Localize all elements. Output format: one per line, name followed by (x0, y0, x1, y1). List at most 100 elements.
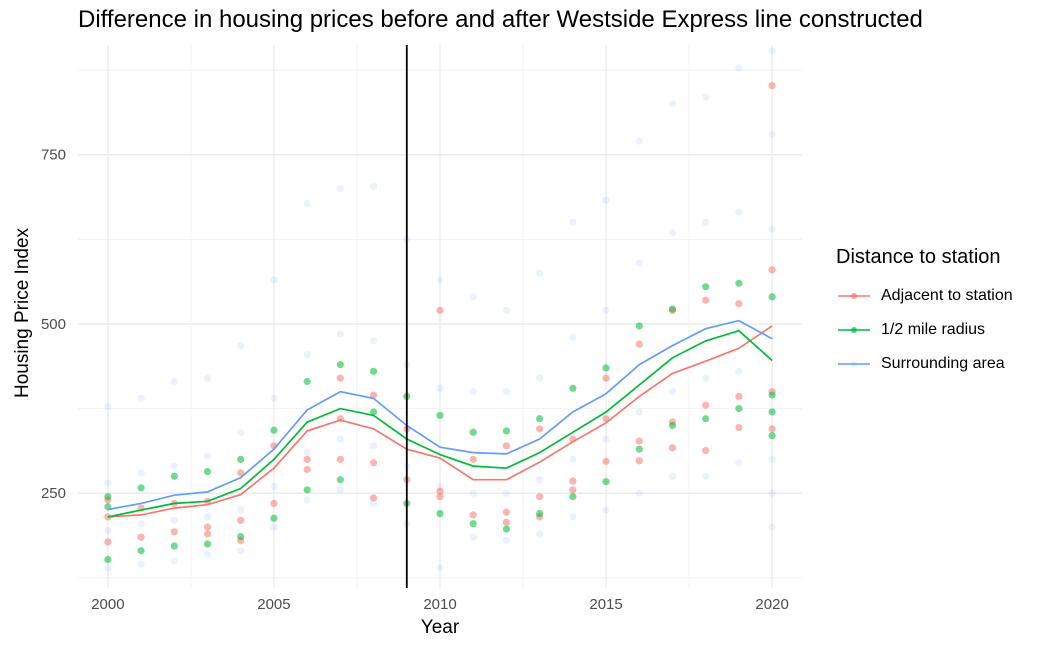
data-point (270, 523, 278, 531)
x-axis-title: Year (421, 617, 460, 638)
legend-item-adjacent: Adjacent to station (836, 279, 1013, 313)
data-point (369, 367, 378, 375)
data-point (203, 467, 212, 476)
data-point (203, 540, 212, 548)
data-point (469, 533, 477, 541)
data-point (469, 520, 477, 528)
data-point (104, 479, 112, 487)
data-point (735, 300, 743, 308)
data-point (502, 306, 511, 315)
data-point (104, 564, 112, 572)
data-point (369, 459, 378, 467)
x-tick-label: 2000 (91, 596, 124, 613)
data-point (702, 283, 710, 291)
data-point (536, 415, 544, 423)
data-point (635, 457, 643, 465)
data-point (469, 428, 477, 436)
data-point (768, 523, 776, 531)
data-point (536, 425, 544, 433)
data-point (502, 537, 511, 545)
data-point (104, 492, 112, 501)
data-point (237, 428, 245, 436)
y-tick-label: 500 (41, 316, 66, 333)
y-tick-label: 250 (41, 485, 66, 502)
data-point (137, 394, 145, 403)
data-point (137, 560, 145, 568)
data-point (469, 293, 477, 301)
data-point (735, 208, 743, 216)
data-point (237, 469, 245, 477)
data-point (768, 432, 776, 440)
data-point (203, 513, 212, 521)
data-point (768, 489, 776, 497)
data-point (569, 477, 577, 485)
x-tick-label: 2010 (423, 596, 456, 613)
data-point (237, 342, 245, 350)
series-line (107, 325, 773, 518)
data-point (170, 557, 178, 565)
data-point (668, 305, 677, 313)
data-point (735, 404, 743, 413)
data-point (635, 322, 643, 330)
data-point (602, 435, 610, 443)
data-point (303, 465, 311, 474)
data-point (237, 506, 245, 514)
data-point (502, 489, 511, 497)
data-point (369, 499, 378, 507)
data-point (502, 508, 511, 516)
data-point (635, 340, 643, 348)
data-point (536, 269, 544, 277)
data-point (569, 384, 577, 392)
legend-title: Distance to station (836, 246, 1001, 268)
data-point (137, 533, 145, 541)
data-point (303, 455, 311, 463)
data-point (602, 306, 610, 315)
data-point (768, 408, 776, 416)
data-point (602, 457, 610, 465)
x-tick-label: 2015 (589, 596, 622, 613)
data-point (369, 391, 378, 399)
data-point (768, 130, 776, 138)
data-point (436, 384, 444, 392)
data-point (369, 442, 378, 450)
axis-ticks: 2000 2005 2010 2015 2020 250 500 750 (41, 147, 789, 613)
data-point (768, 455, 776, 463)
data-point (336, 360, 344, 369)
data-point (735, 392, 743, 400)
data-point (668, 228, 677, 237)
data-point (270, 499, 278, 507)
data-point (602, 196, 610, 204)
data-point (602, 364, 610, 372)
data-point (469, 511, 477, 519)
data-point (104, 555, 112, 564)
data-point (502, 427, 511, 435)
data-point (170, 377, 178, 386)
y-tick-label: 750 (41, 147, 66, 164)
data-point (436, 487, 444, 495)
data-point (635, 437, 643, 445)
legend-key-surrounding (838, 361, 870, 367)
data-point (635, 137, 643, 145)
legend: Distance to station Adjacent to station … (836, 246, 1013, 381)
data-point (270, 394, 278, 403)
data-point (336, 374, 344, 382)
data-point (469, 489, 477, 497)
data-point (270, 514, 278, 522)
data-point (768, 293, 776, 301)
data-point (569, 513, 577, 521)
data-point (702, 446, 710, 455)
data-point (502, 525, 511, 533)
data-point (436, 411, 444, 419)
legend-label-surrounding: Surrounding area (881, 355, 1005, 372)
data-point (137, 547, 145, 555)
data-point (502, 518, 511, 526)
data-point (369, 408, 378, 416)
data-point (270, 276, 278, 284)
data-point (336, 455, 344, 463)
data-point (436, 306, 444, 315)
data-point (668, 100, 677, 108)
legend-key-half-mile (838, 327, 870, 333)
data-point (602, 374, 610, 382)
data-point (170, 528, 178, 536)
